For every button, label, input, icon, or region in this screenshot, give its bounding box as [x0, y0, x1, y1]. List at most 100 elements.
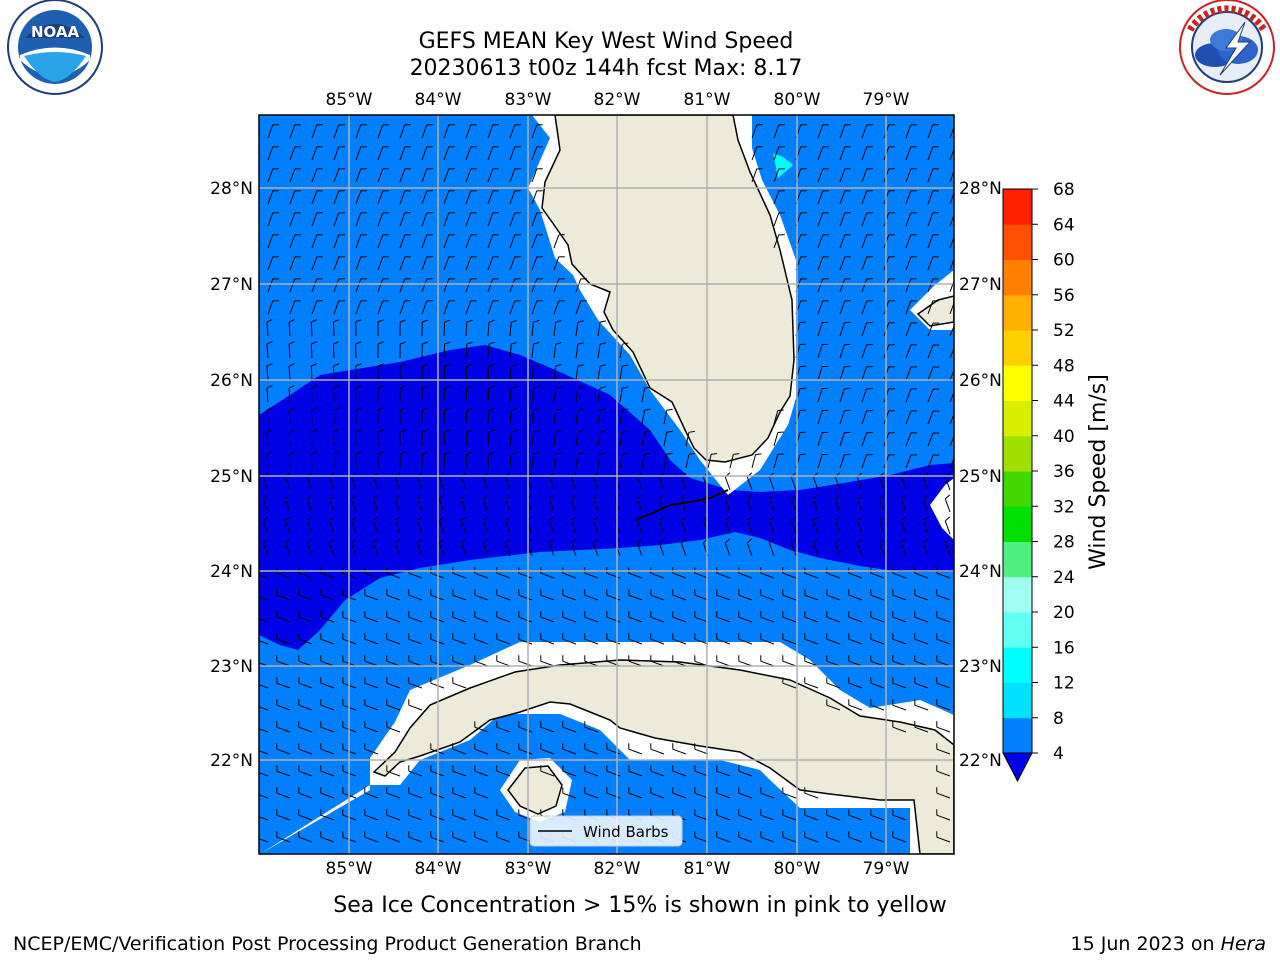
wind-barb — [592, 516, 599, 535]
barb-feather — [768, 538, 775, 544]
barb-staff — [531, 432, 534, 447]
barb-feather — [466, 385, 473, 389]
barb-staff — [328, 476, 335, 491]
lat-label-left: 22°N — [210, 751, 253, 771]
wind-barb — [311, 278, 323, 293]
barb-staff — [394, 498, 401, 513]
wind-barb — [641, 386, 651, 403]
barb-staff — [553, 300, 560, 315]
wind-barb — [826, 809, 841, 821]
wind-barb — [738, 633, 753, 645]
wind-barb — [333, 300, 345, 315]
barb-staff — [438, 520, 445, 535]
barb-staff — [452, 836, 467, 843]
barb-staff — [892, 682, 907, 689]
wind-barb — [262, 538, 269, 557]
wind-barb — [355, 212, 367, 227]
map-legend: Wind Barbs — [529, 815, 683, 847]
wind-barb — [817, 343, 829, 359]
wind-barb — [628, 633, 643, 645]
wind-barb — [870, 699, 885, 711]
barb-staff — [746, 542, 753, 557]
barb-staff — [927, 278, 934, 293]
barb-staff — [584, 572, 599, 579]
barb-feather — [724, 516, 731, 522]
barb-feather — [922, 516, 929, 522]
wind-barb — [474, 787, 489, 799]
barb-staff — [936, 572, 951, 579]
wind-barb — [839, 278, 851, 293]
barb-staff — [760, 572, 775, 579]
barb-staff — [724, 498, 731, 513]
barb-staff — [465, 212, 472, 227]
wind-barb — [364, 809, 379, 821]
barb-staff — [482, 520, 489, 535]
barb-staff — [738, 836, 753, 843]
barb-staff — [817, 168, 824, 183]
barb-staff — [773, 168, 780, 183]
wind-barb — [443, 363, 451, 381]
barb-staff — [839, 432, 845, 447]
colorbar-segment — [1003, 330, 1032, 366]
wind-barb — [408, 633, 423, 645]
barb-feather — [333, 407, 340, 411]
barb-staff — [839, 300, 846, 315]
barb-staff — [364, 836, 379, 843]
barb-staff — [760, 836, 775, 843]
wind-barb — [773, 168, 785, 183]
wind-barb — [377, 212, 389, 227]
wind-barb — [540, 611, 555, 623]
barb-staff — [443, 453, 446, 469]
barb-staff — [553, 366, 557, 381]
barb-staff — [724, 476, 731, 491]
barb-staff — [408, 814, 423, 821]
barb-staff — [861, 124, 868, 139]
wind-barb — [399, 234, 411, 249]
barb-staff — [416, 542, 423, 557]
barb-staff — [284, 520, 291, 535]
wind-barb — [804, 831, 819, 843]
wind-barb — [267, 124, 279, 139]
wind-barb — [421, 385, 429, 403]
barb-staff — [839, 256, 846, 271]
barb-feather — [377, 429, 384, 433]
barb-staff — [267, 278, 274, 293]
wind-barb — [782, 567, 797, 579]
barb-staff — [509, 388, 512, 403]
wind-barb — [298, 633, 313, 645]
barb-feather — [333, 363, 340, 367]
barb-staff — [399, 168, 406, 183]
barb-staff — [650, 792, 665, 799]
wind-barb — [276, 699, 291, 711]
wind-barb — [905, 234, 917, 249]
barb-staff — [504, 542, 511, 557]
barb-staff — [927, 432, 934, 447]
barb-staff — [509, 124, 516, 139]
barb-staff — [694, 836, 709, 843]
barb-staff — [443, 190, 450, 205]
barb-staff — [452, 638, 467, 645]
barb-staff — [817, 146, 824, 161]
barb-feather — [444, 385, 451, 389]
wind-barb — [474, 611, 489, 623]
wind-barb — [914, 611, 929, 623]
barb-staff — [333, 146, 340, 161]
barb-staff — [259, 618, 269, 623]
wind-barb — [606, 611, 621, 623]
barb-staff — [839, 278, 846, 293]
barb-staff — [570, 476, 577, 491]
wind-barb — [421, 407, 429, 425]
wind-barb — [408, 677, 423, 689]
barb-staff — [738, 594, 753, 601]
wind-barb — [694, 567, 709, 579]
wind-barb — [288, 429, 295, 447]
colorbar-tick-label: 60 — [1053, 251, 1075, 271]
barb-staff — [276, 748, 291, 755]
wind-barb — [482, 494, 489, 513]
wind-barb — [905, 388, 917, 403]
wind-barb — [914, 589, 929, 601]
barb-staff — [856, 498, 863, 513]
wind-barb — [421, 278, 433, 293]
wind-barb — [288, 363, 295, 381]
wind-barb — [333, 429, 340, 447]
